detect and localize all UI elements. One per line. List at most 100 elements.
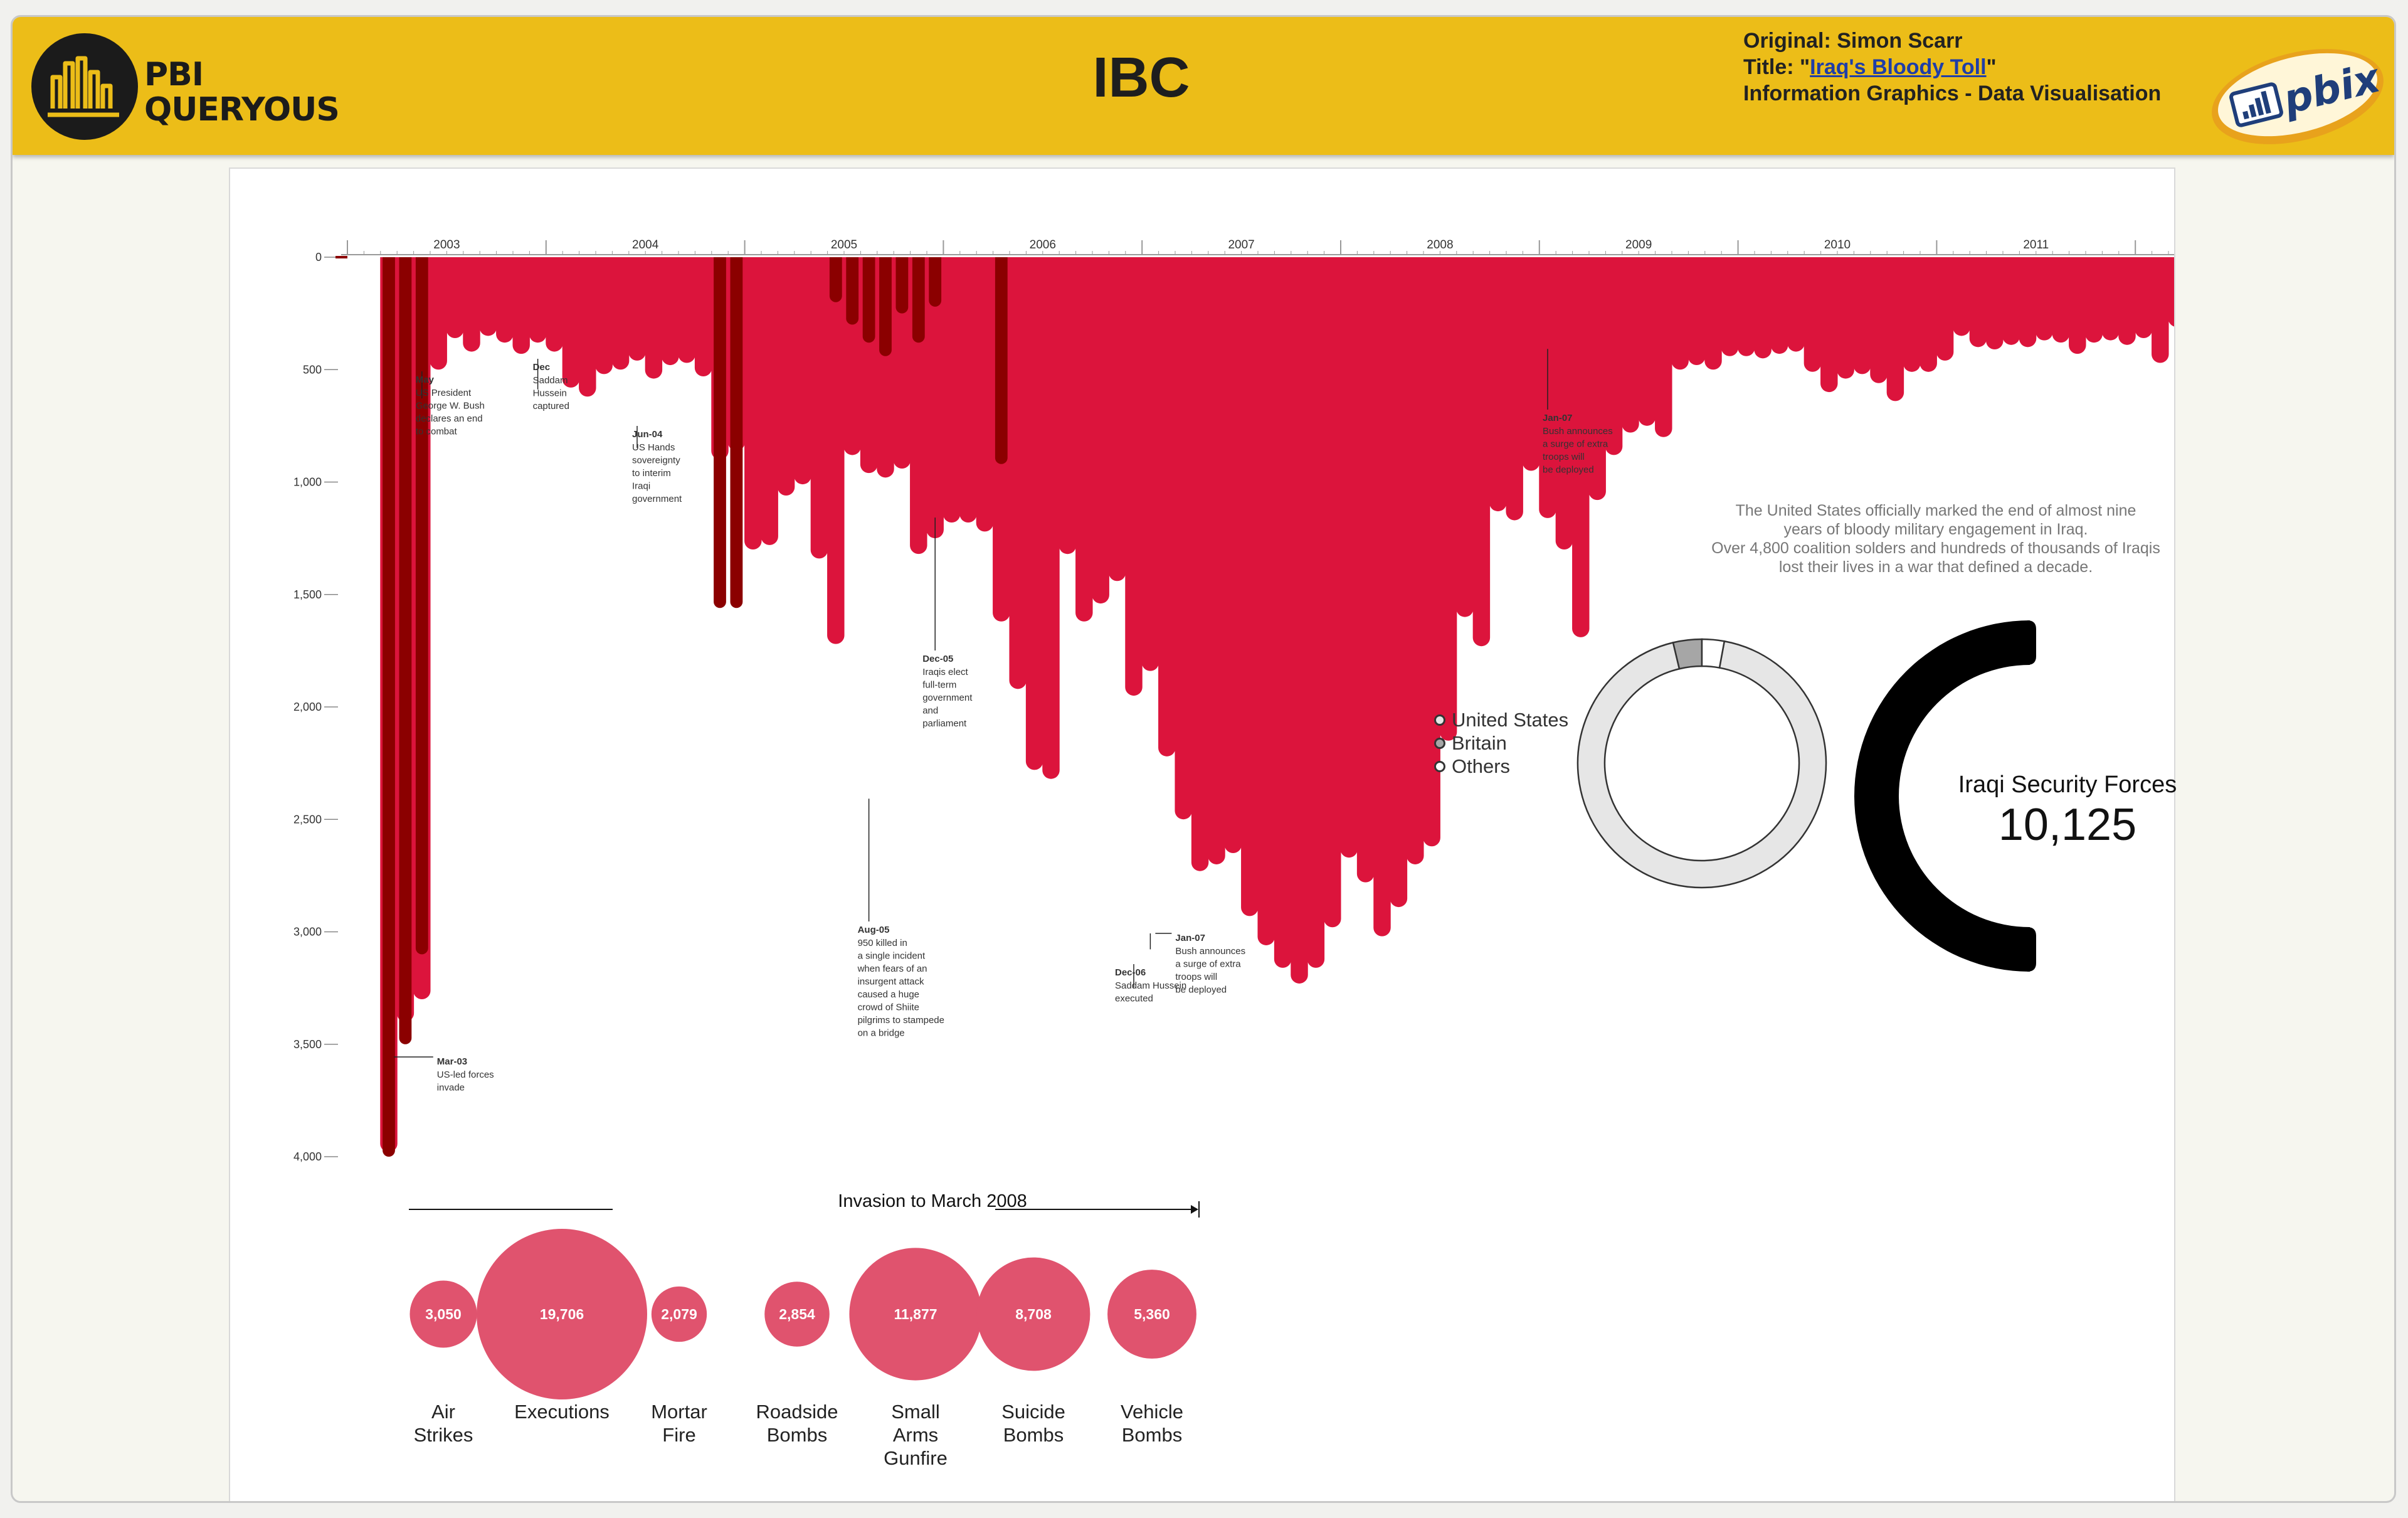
bar-monthly-deaths (1803, 257, 1822, 372)
legend-item-britain[interactable]: Britain (1434, 731, 1568, 755)
bar-monthly-deaths (1340, 257, 1358, 858)
annotation-jan-07: Jan-07 Bush announces a surge of extra troo… (1149, 933, 1245, 995)
bubble-roadside-bombs[interactable] (764, 1282, 830, 1347)
bar-monthly-deaths (2085, 257, 2103, 343)
bar-monthly-deaths (479, 257, 497, 336)
annotation-text: be deployed (1175, 985, 1227, 995)
annotation-text: Bush announces (1543, 426, 1613, 437)
legend-item-others[interactable]: Others (1434, 755, 1568, 778)
bubble-category-line: Air (431, 1401, 455, 1423)
annotation-text: US-led forces (437, 1070, 494, 1080)
bubble-category-line: Bombs (1003, 1424, 1064, 1446)
bar-monthly-deaths (1175, 257, 1192, 820)
bar-monthly-deaths (2052, 257, 2070, 343)
annotation-text: crowd of Shiite (858, 1002, 919, 1013)
bar-monthly-deaths (430, 257, 447, 370)
bubble-mortar-fire[interactable] (651, 1286, 707, 1342)
bar-monthly-deaths (943, 257, 961, 523)
annotation-text: pilgrims to stampede (858, 1015, 944, 1026)
bar-monthly-deaths (2002, 257, 2020, 345)
annotation-text: Bush announces (1175, 946, 1245, 957)
bar-monthly-deaths (2101, 257, 2120, 341)
bar-dark-deaths (846, 257, 859, 325)
report-frame: PBI QUERYOUS IBC Original: Simon Scarr T… (11, 15, 2396, 1503)
bubble-executions[interactable] (477, 1229, 647, 1399)
bar-monthly-deaths (1456, 257, 1474, 617)
logo-line1: PBI (144, 56, 204, 93)
logo-bars-icon (31, 33, 138, 140)
bar-monthly-deaths (1655, 257, 1672, 437)
event-annotations: Mar-03 US-led forces invade May US President… (394, 349, 1613, 1093)
bar-monthly-deaths (2069, 257, 2086, 354)
annotation-text: to combat (416, 427, 458, 437)
credit-title-suffix: " (1986, 55, 1997, 79)
iraqi-forces-label: Iraqi Security Forces (1958, 772, 2177, 798)
donut-legend: United States Britain Others (1434, 708, 1568, 778)
bubble-category-line: Bombs (766, 1424, 828, 1446)
credit-subtitle: Information Graphics - Data Visualisatio… (1743, 82, 2162, 105)
annotation-text: on a bridge (858, 1028, 905, 1039)
note-line3: Over 4,800 coalition solders and hundred… (1711, 539, 2160, 557)
legend-label-us: United States (1452, 709, 1569, 731)
bubble-air-strikes[interactable] (409, 1280, 477, 1348)
bar-monthly-deaths (1886, 257, 1904, 401)
y-tick-label: 3,000 (293, 926, 322, 938)
bar-monthly-deaths (1936, 257, 1954, 361)
legend-label-britain: Britain (1452, 732, 1507, 754)
bar-monthly-deaths (546, 257, 563, 352)
bubble-arrow-axis (409, 1201, 1200, 1218)
annotation-text: government (632, 494, 682, 504)
iraqi-forces-card: Iraqi Security Forces 10,125 (1911, 771, 2224, 851)
bubble-vehicle-bombs[interactable] (1107, 1270, 1196, 1359)
annotation-text: George W. Bush (416, 401, 485, 411)
pbix-logo-icon: pbix (2204, 31, 2392, 150)
bar-monthly-deaths (611, 257, 630, 370)
donut-slice-us[interactable] (1576, 640, 1827, 889)
bar-monthly-deaths (1721, 257, 1739, 356)
bar-monthly-deaths (1506, 257, 1523, 521)
gauge-cap-bottom (2027, 927, 2036, 972)
annotation-heading: Dec (533, 362, 551, 373)
annotation-text: parliament (922, 718, 967, 729)
attack-type-bubbles: 3,050 19,706 2,079 2,854 11,877 8,708 5,360 (409, 1229, 1196, 1399)
legend-item-us[interactable]: United States (1434, 708, 1568, 731)
annotation-text: a single incident (858, 951, 926, 962)
donut-slice-others[interactable] (1701, 638, 1726, 669)
bar-dark-deaths (415, 257, 428, 955)
annotation-text: when fears of an (857, 963, 927, 974)
bubble-value-label: 19,706 (540, 1306, 584, 1322)
annotation-heading: Dec-05 (922, 654, 953, 664)
page-title: IBC (1092, 46, 1190, 109)
bar-monthly-deaths (446, 257, 464, 339)
annotation-dec-05: Dec-05 Iraqis elect full-term government and… (922, 518, 973, 729)
annotation-text: troops will (1543, 452, 1585, 462)
x-tick-label: 2004 (632, 238, 659, 252)
annotation-heading: May (416, 374, 435, 385)
bubble-category-label: Roadside Bombs (737, 1400, 857, 1446)
bar-dark-deaths (829, 257, 842, 302)
annotation-text: a surge of extra (1175, 959, 1241, 970)
gauge-arc[interactable] (1854, 620, 2030, 972)
bubble-category-line: Executions (514, 1401, 610, 1423)
summary-note: The United States officially marked the … (1560, 501, 2312, 576)
bar-monthly-deaths (1324, 257, 1341, 928)
bar-monthly-deaths (1903, 257, 1921, 372)
casualty-bar-chart: 2003 2004 2005 2006 2007 2008 2009 2010 2011 0 50… (293, 238, 2174, 1399)
bar-monthly-deaths (1257, 257, 1275, 945)
bar-monthly-deaths (976, 257, 994, 532)
iraqi-forces-value: 10,125 (1998, 800, 2137, 850)
bubble-category-line: Gunfire (884, 1447, 948, 1469)
legend-label-others: Others (1452, 755, 1511, 777)
bubble-value-label: 11,877 (894, 1306, 937, 1322)
bar-monthly-deaths (678, 257, 695, 363)
bubble-category-line: Roadside (756, 1401, 838, 1423)
bar-monthly-deaths (512, 257, 530, 354)
bar-monthly-deaths (1092, 257, 1109, 604)
annotation-text: US Hands (632, 442, 675, 453)
bar-monthly-deaths (579, 257, 596, 397)
bubble-value-label: 3,050 (425, 1306, 462, 1322)
bubble-small-arms-gunfire[interactable] (849, 1248, 982, 1381)
bubble-suicide-bombs[interactable] (976, 1257, 1090, 1371)
annotation-heading: Jun-04 (632, 429, 663, 440)
credit-title-link[interactable]: Iraq's Bloody Toll (1810, 55, 1987, 79)
